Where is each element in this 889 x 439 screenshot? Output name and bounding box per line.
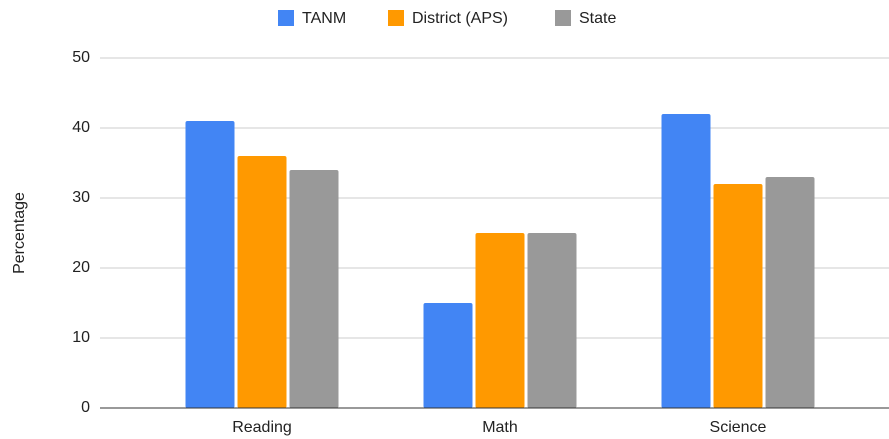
bar (475, 233, 525, 408)
y-axis-label: Percentage (11, 192, 28, 274)
y-tick-label: 0 (81, 399, 90, 416)
y-tick-label: 10 (72, 329, 90, 346)
x-tick-label: Math (482, 419, 518, 436)
bar (527, 233, 577, 408)
x-tick-label: Science (710, 419, 767, 436)
legend-label: TANM (302, 10, 346, 27)
x-tick-label: Reading (232, 419, 292, 436)
legend-swatch (388, 10, 404, 26)
y-tick-label: 30 (72, 189, 90, 206)
bar (423, 303, 473, 408)
legend-swatch (278, 10, 294, 26)
bar (237, 156, 287, 408)
y-tick-label: 40 (72, 119, 90, 136)
y-tick-label: 20 (72, 259, 90, 276)
legend-label: District (APS) (412, 10, 508, 27)
bar (713, 184, 763, 408)
bar (661, 114, 711, 408)
y-tick-label: 50 (72, 49, 90, 66)
bar (765, 177, 815, 408)
bar (185, 121, 235, 408)
legend-swatch (555, 10, 571, 26)
bar (289, 170, 339, 408)
legend-label: State (579, 10, 616, 27)
